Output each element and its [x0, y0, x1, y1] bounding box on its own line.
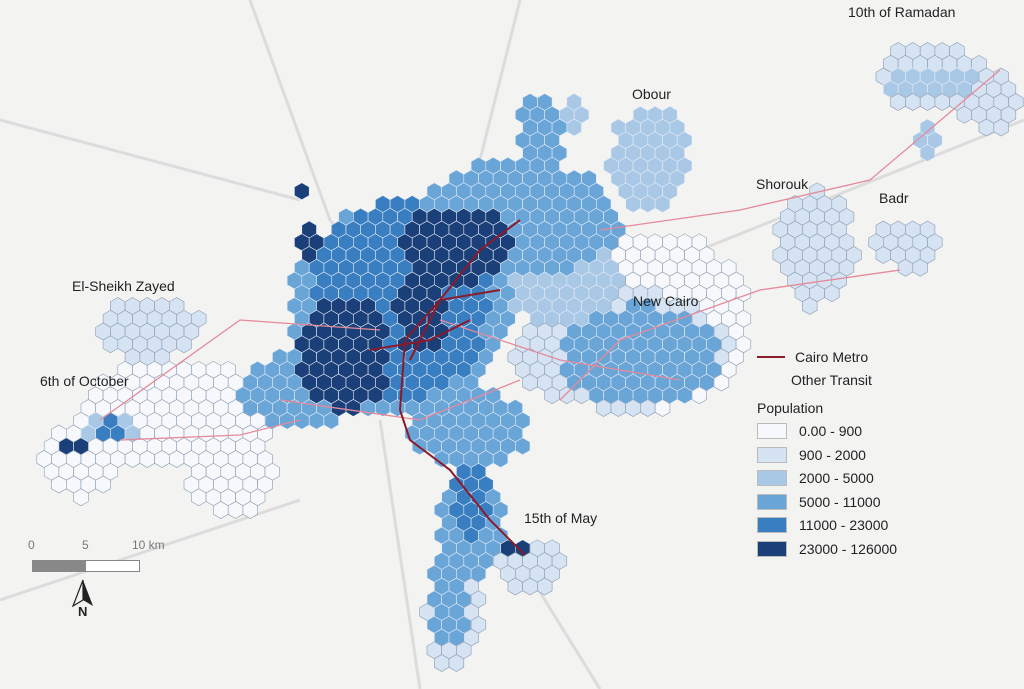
legend-metro-label: Cairo Metro	[795, 348, 869, 365]
road	[699, 118, 1024, 252]
north-arrow-icon	[71, 579, 93, 608]
label-10th-of-ramadan: 10th of Ramadan	[848, 4, 956, 20]
legend-class-label: 2000 - 5000	[799, 470, 874, 487]
road	[378, 419, 422, 689]
label-badr: Badr	[879, 190, 909, 206]
hex-cell	[993, 118, 1009, 137]
other-transit-line	[439, 319, 681, 381]
legend-class-5: 23000 - 126000	[757, 537, 897, 561]
scale-tick-5: 5	[82, 538, 89, 552]
legend-metro: Cairo Metro	[757, 345, 897, 369]
cairo-metro-line	[369, 319, 471, 351]
hex-cell	[95, 475, 111, 494]
legend-swatch	[757, 517, 787, 534]
label-obour: Obour	[632, 86, 671, 102]
label-new-cairo: New Cairo	[633, 293, 699, 309]
hex-cell	[537, 577, 553, 596]
metro-line-swatch	[757, 355, 785, 358]
cairo-metro-line	[399, 409, 526, 556]
hex-cell	[448, 654, 465, 672]
legend-swatch	[757, 470, 787, 487]
hex-cell	[654, 195, 671, 213]
legend-class-label: 23000 - 126000	[799, 540, 898, 557]
road	[0, 118, 301, 202]
legend-class-3: 5000 - 11000	[757, 490, 897, 514]
label-shorouk: Shorouk	[756, 176, 809, 192]
legend-transit: Other Transit	[757, 369, 897, 393]
legend-class-label: 0.00 - 900	[799, 423, 863, 440]
transit-lines	[99, 69, 1001, 556]
legend-class-1: 900 - 2000	[757, 443, 897, 467]
scale-tick-0: 0	[28, 538, 35, 552]
cairo-metro-line	[409, 289, 501, 361]
legend-class-2: 2000 - 5000	[757, 467, 897, 491]
hex-cell	[176, 335, 192, 354]
other-transit-line	[599, 69, 1001, 231]
label-6th-of-october: 6th of October	[40, 373, 129, 389]
legend-class-label: 5000 - 11000	[799, 493, 881, 510]
legend-population-title: Population	[757, 399, 824, 416]
label-el-sheikh-zayed: El-Sheikh Zayed	[72, 278, 175, 294]
legend-swatch	[757, 423, 787, 440]
hex-cell	[323, 411, 339, 430]
hex-cell	[514, 437, 531, 456]
legend-swatch	[757, 446, 787, 463]
legend-class-label: 900 - 2000	[799, 446, 866, 463]
legend-class-label: 11000 - 23000	[799, 517, 889, 534]
legend-class-0: 0.00 - 900	[757, 420, 897, 444]
hex-cell	[824, 284, 840, 303]
label-15th-of-may: 15th of May	[524, 510, 598, 526]
hex-cell	[802, 297, 818, 315]
legend-swatch	[757, 540, 787, 557]
other-transit-line	[119, 419, 301, 441]
legend-swatch	[757, 493, 787, 510]
hex-cell	[691, 386, 708, 405]
hex-cell	[654, 399, 671, 417]
hex-cell	[912, 258, 928, 277]
scale-tick-10km: 10 km	[132, 538, 165, 552]
other-transit-line	[559, 269, 901, 401]
hex-cell	[242, 501, 258, 519]
legend-transit-label: Other Transit	[791, 372, 872, 389]
hex-cell	[919, 144, 936, 162]
hex-cell	[713, 373, 730, 392]
north-label: N	[78, 604, 88, 619]
other-transit-line	[99, 319, 381, 421]
hex-cell	[294, 182, 310, 201]
hex-cell	[73, 488, 89, 507]
legend-class-4: 11000 - 23000	[757, 514, 897, 538]
hex-cell	[492, 450, 509, 468]
hex-grid	[36, 42, 1024, 672]
hex-cell	[566, 118, 582, 137]
map-legend: Cairo Metro Other Transit Population 0.0…	[757, 345, 897, 561]
other-transit-line	[279, 379, 521, 421]
scale-bar-graphic	[32, 560, 140, 572]
